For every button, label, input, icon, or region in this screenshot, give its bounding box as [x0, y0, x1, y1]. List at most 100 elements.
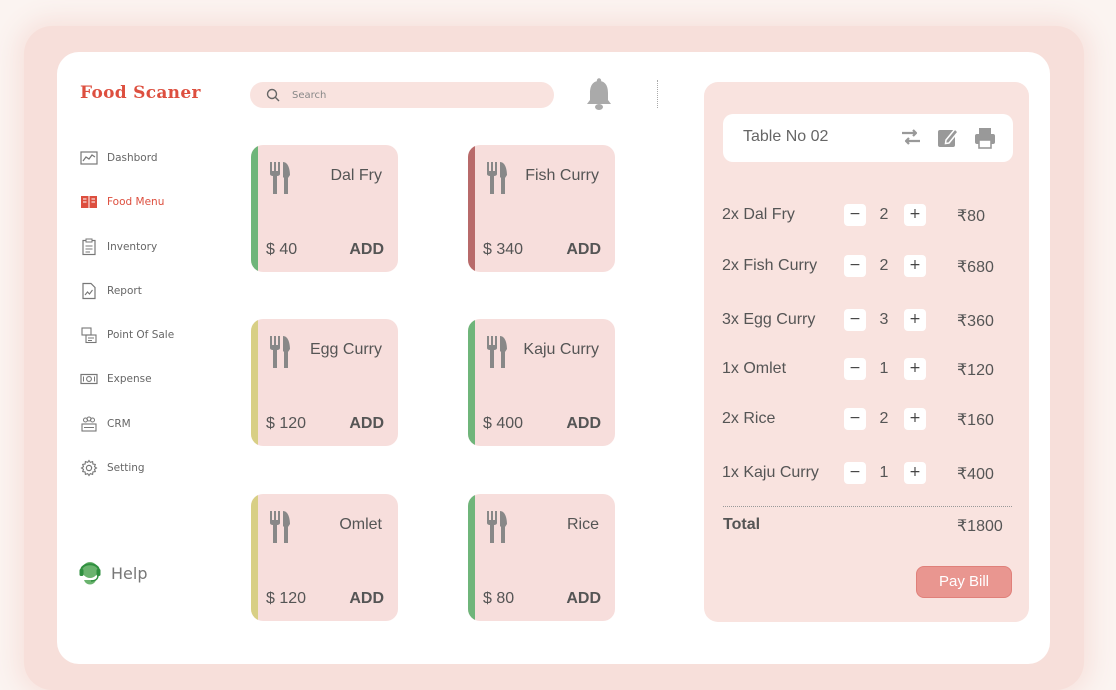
support-agent-icon [78, 558, 102, 588]
fork-knife-icon [270, 336, 290, 368]
order-line: 1x Omlet − 1 + ₹120 [722, 358, 1012, 380]
add-button[interactable]: ADD [349, 415, 384, 432]
money-icon [80, 370, 98, 388]
pos-icon [80, 326, 98, 344]
add-button[interactable]: ADD [566, 590, 601, 607]
decrease-qty-button[interactable]: − [844, 462, 866, 484]
help-link[interactable]: Help [78, 558, 147, 588]
sidebar-item-crm[interactable]: CRM [80, 414, 174, 434]
search-bar [250, 82, 554, 108]
order-item-name: 2x Dal Fry [722, 206, 795, 223]
increase-qty-button[interactable]: + [904, 408, 926, 430]
food-name: Kaju Curry [523, 341, 599, 358]
sidebar-item-expense[interactable]: Expense [80, 369, 174, 389]
order-line: 2x Rice − 2 + ₹160 [722, 408, 1012, 430]
help-label: Help [111, 563, 148, 583]
sidebar-item-report[interactable]: Report [80, 281, 174, 301]
add-button[interactable]: ADD [349, 241, 384, 258]
sidebar-item-label: Food Menu [107, 196, 165, 209]
food-name: Rice [566, 516, 599, 533]
add-button[interactable]: ADD [566, 241, 601, 258]
total-divider [723, 506, 1012, 507]
sidebar-item-label: Inventory [107, 240, 158, 253]
food-price: $ 40 [266, 241, 298, 258]
sidebar-nav: Dashbord Food Menu Inventory Report Poin… [80, 148, 174, 502]
print-icon[interactable] [973, 126, 997, 150]
sidebar-item-label: Dashbord [107, 152, 158, 164]
table-number: Table No 02 [743, 128, 829, 145]
order-panel [704, 82, 1029, 622]
increase-qty-button[interactable]: + [904, 255, 926, 277]
app-logo: Food Scaner [80, 83, 201, 103]
total-value: ₹1800 [957, 518, 1003, 535]
header-divider [657, 80, 658, 108]
sidebar-item-label: CRM [107, 417, 131, 430]
order-item-name: 1x Omlet [722, 360, 787, 377]
order-line: 2x Fish Curry − 2 + ₹680 [722, 255, 1012, 277]
order-item-price: ₹80 [957, 208, 985, 225]
sidebar-item-setting[interactable]: Setting [80, 458, 174, 478]
food-card-omlet[interactable]: Omlet $ 120 ADD [251, 494, 398, 621]
search-input[interactable] [292, 89, 522, 101]
swap-table-icon[interactable] [899, 126, 923, 150]
order-item-qty: 2 [879, 206, 889, 223]
order-item-qty: 2 [879, 410, 889, 427]
order-item-price: ₹120 [957, 362, 994, 379]
decrease-qty-button[interactable]: − [844, 309, 866, 331]
order-item-qty: 3 [879, 311, 889, 328]
menu-book-icon [80, 193, 98, 211]
food-price: $ 340 [483, 241, 524, 258]
crm-icon [80, 415, 98, 433]
table-header: Table No 02 [723, 114, 1013, 162]
order-line: 1x Kaju Curry − 1 + ₹400 [722, 462, 1012, 484]
fork-knife-icon [487, 511, 507, 543]
food-name: Fish Curry [525, 167, 599, 184]
edit-icon[interactable] [936, 126, 960, 150]
decrease-qty-button[interactable]: − [844, 204, 866, 226]
fork-knife-icon [487, 336, 507, 368]
food-name: Dal Fry [330, 167, 382, 184]
food-price: $ 120 [266, 590, 307, 607]
decrease-qty-button[interactable]: − [844, 255, 866, 277]
order-line: 3x Egg Curry − 3 + ₹360 [722, 309, 1012, 331]
increase-qty-button[interactable]: + [904, 462, 926, 484]
food-price: $ 120 [266, 415, 307, 432]
food-card-egg-curry[interactable]: Egg Curry $ 120 ADD [251, 319, 398, 446]
sidebar-item-label: Expense [107, 373, 152, 386]
order-item-name: 1x Kaju Curry [722, 464, 819, 481]
sidebar-item-food-menu[interactable]: Food Menu [80, 192, 174, 212]
sidebar-item-label: Report [107, 284, 142, 297]
gear-icon [80, 459, 98, 477]
order-item-qty: 2 [879, 257, 889, 274]
sidebar-item-point-of-sale[interactable]: Point Of Sale [80, 325, 174, 345]
pay-bill-button[interactable]: Pay Bill [916, 566, 1012, 598]
sidebar-item-label: Setting [107, 462, 145, 475]
food-card-fish-curry[interactable]: Fish Curry $ 340 ADD [468, 145, 615, 272]
decrease-qty-button[interactable]: − [844, 408, 866, 430]
decrease-qty-button[interactable]: − [844, 358, 866, 380]
food-name: Egg Curry [309, 341, 382, 358]
food-card-rice[interactable]: Rice $ 80 ADD [468, 494, 615, 621]
order-item-name: 3x Egg Curry [722, 311, 816, 328]
order-item-price: ₹360 [957, 313, 994, 330]
sidebar-item-dashboard[interactable]: Dashbord [80, 148, 174, 168]
card-accent-stripe [468, 145, 475, 272]
notification-bell-icon[interactable] [585, 77, 613, 111]
order-item-price: ₹680 [957, 259, 994, 276]
add-button[interactable]: ADD [349, 590, 384, 607]
fork-knife-icon [270, 162, 290, 194]
increase-qty-button[interactable]: + [904, 309, 926, 331]
sidebar-item-label: Point Of Sale [107, 329, 175, 342]
food-card-kaju-curry[interactable]: Kaju Curry $ 400 ADD [468, 319, 615, 446]
increase-qty-button[interactable]: + [904, 358, 926, 380]
order-item-price: ₹160 [957, 412, 994, 429]
add-button[interactable]: ADD [566, 415, 601, 432]
chart-icon [80, 149, 98, 167]
increase-qty-button[interactable]: + [904, 204, 926, 226]
order-item-qty: 1 [879, 360, 889, 377]
sidebar-item-inventory[interactable]: Inventory [80, 237, 174, 257]
search-icon [266, 88, 280, 102]
order-item-name: 2x Fish Curry [722, 257, 818, 274]
food-name: Omlet [339, 516, 382, 533]
food-card-dal-fry[interactable]: Dal Fry $ 40 ADD [251, 145, 398, 272]
